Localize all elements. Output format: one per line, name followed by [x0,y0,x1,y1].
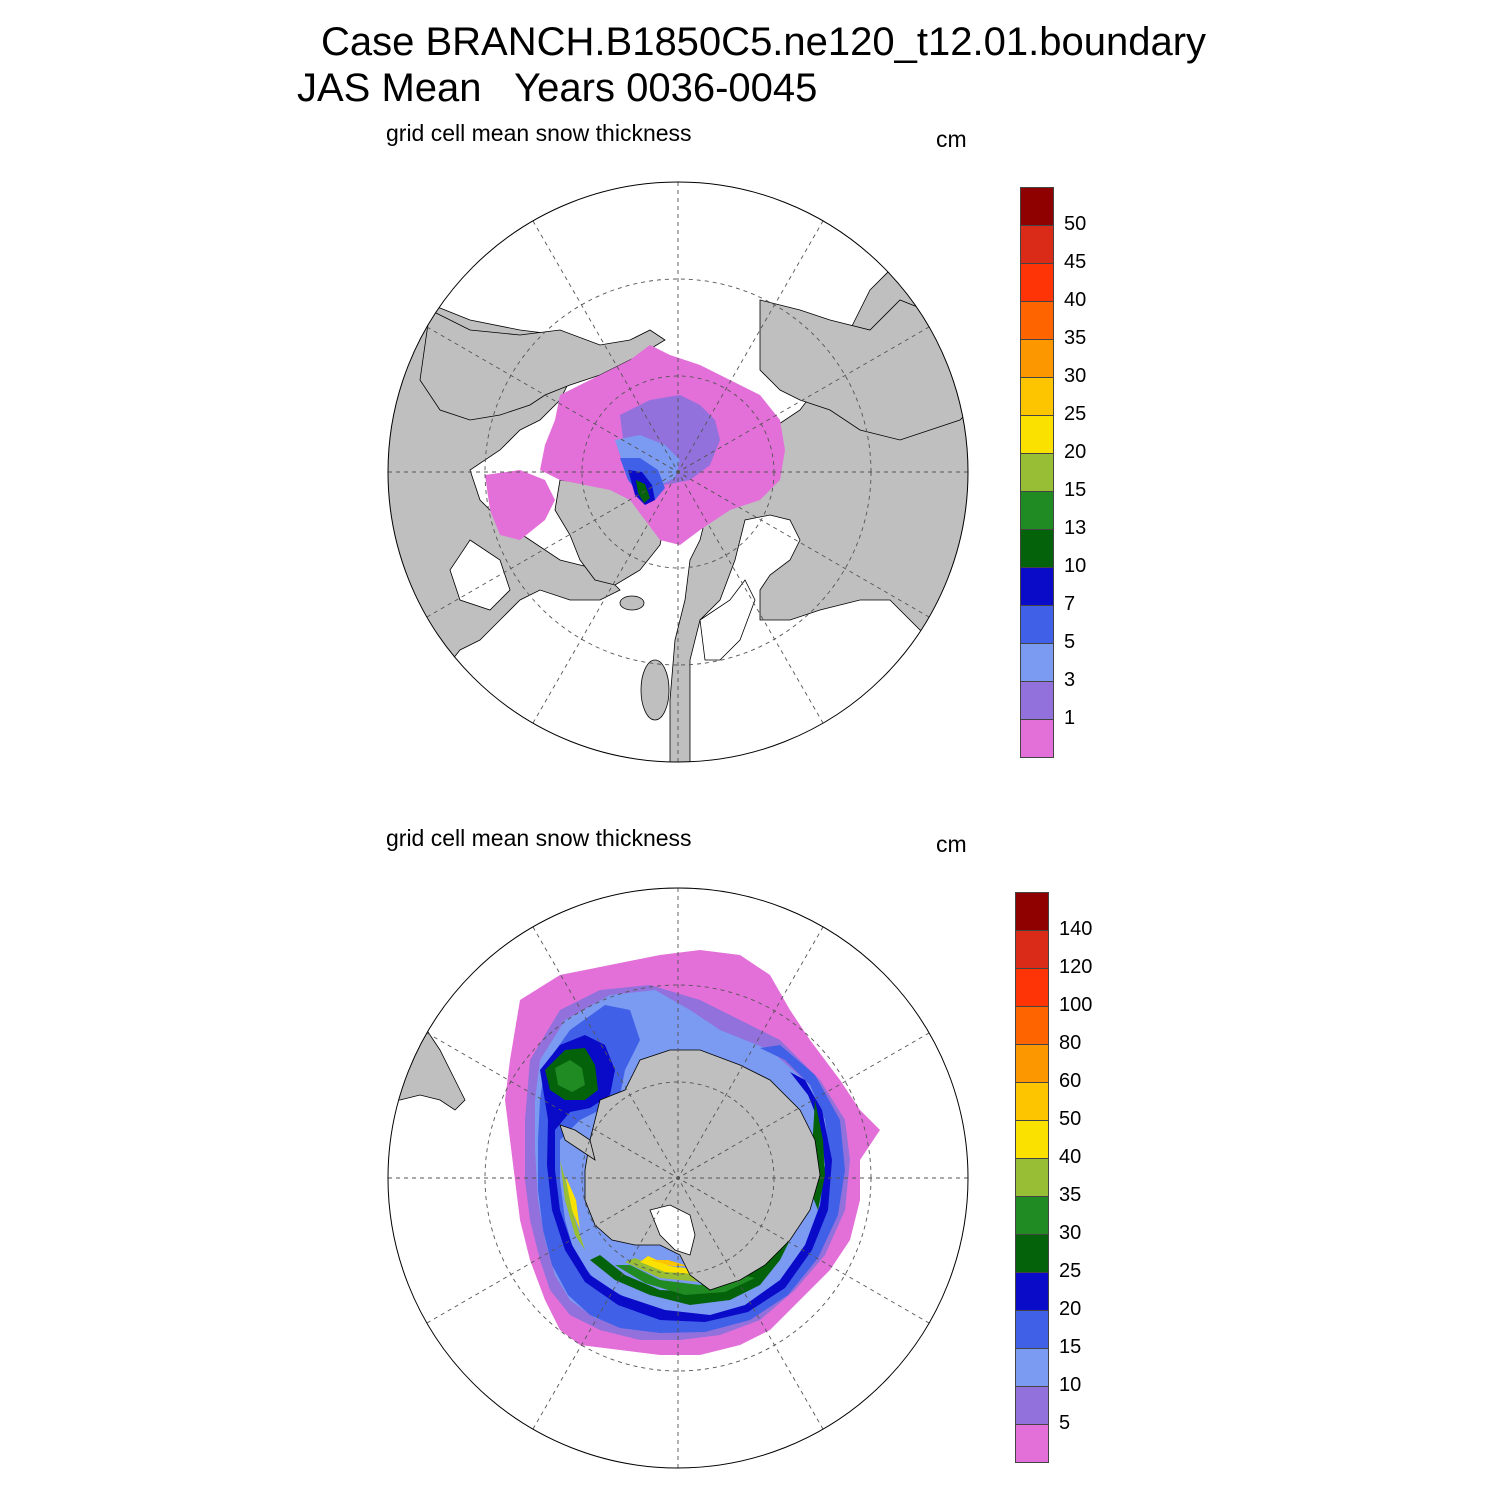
colorbar-swatch [1015,1158,1049,1197]
colorbar-swatch [1020,681,1054,720]
colorbar-tick-label: 35 [1059,1184,1082,1206]
colorbar-tick-label: 100 [1059,994,1093,1016]
north-panel-label: grid cell mean snow thickness [386,120,692,146]
antarctica-landmass [584,1049,821,1291]
colorbar-tick-label: 3 [1064,669,1076,691]
colorbar-swatch [1015,968,1049,1007]
colorbar-tick-label: 25 [1059,1260,1082,1282]
snow-field-20cm [538,1005,845,1333]
colorbar-tick-label: 10 [1059,1374,1082,1396]
colorbar-swatch [1020,529,1054,568]
colorbar-swatch [1015,1348,1049,1387]
colorbar-tick-label: 20 [1059,1298,1082,1320]
colorbar-tick-label: 140 [1059,918,1093,940]
norwegian-sea [699,579,756,661]
colorbar-swatch [1020,415,1054,454]
colorbar-swatch [1015,1044,1049,1083]
colorbar-tick-label: 35 [1064,327,1087,349]
colorbar-swatch [1015,1234,1049,1273]
colorbar-tick-label: 20 [1064,441,1087,463]
colorbar-swatch [1015,892,1049,931]
colorbar-swatch [1020,605,1054,644]
north-colorbar: 1 3 5 7 10 13 15 20 25 30 35 40 45 50 [1020,187,1086,758]
snow-field-13cm [636,480,650,503]
colorbar-tick-label: 1 [1064,707,1076,729]
colorbar-swatch [1015,1082,1049,1121]
colorbar-swatch [1020,719,1054,758]
colorbar-tick-label: 80 [1059,1032,1082,1054]
south-panel-units: cm [936,831,967,857]
colorbar-tick-label: 13 [1064,517,1087,539]
colorbar-swatch [1015,1196,1049,1235]
colorbar-tick-label: 7 [1064,593,1076,615]
colorbar-tick-label: 60 [1059,1070,1082,1092]
colorbar-swatch [1015,1310,1049,1349]
snow-field-hudson-1cm [485,470,555,540]
colorbar-tick-label: 15 [1064,479,1087,501]
snow-field-60cm [650,1260,688,1266]
colorbar-swatch [1020,339,1054,378]
colorbar-swatch [1020,263,1054,302]
figure-title-line-1: Case BRANCH.B1850C5.ne120_t12.01.boundar… [321,20,1207,64]
colorbar-swatch [1020,377,1054,416]
colorbar-swatch [1020,453,1054,492]
colorbar-tick-label: 15 [1059,1336,1082,1358]
south-panel-label: grid cell mean snow thickness [386,825,692,851]
colorbar-swatch [1020,491,1054,530]
colorbar-tick-label: 40 [1059,1146,1082,1168]
colorbar-swatch [1020,567,1054,606]
britain-landmass [640,659,670,721]
north-polar-map [387,181,969,763]
colorbar-tick-label: 25 [1064,403,1087,425]
colorbar-tick-label: 45 [1064,251,1087,273]
colorbar-swatch [1015,1272,1049,1311]
colorbar-tick-label: 120 [1059,956,1093,978]
snow-field-35cm [555,1060,755,1295]
colorbar-tick-label: 5 [1064,631,1076,653]
colorbar-tick-label: 50 [1064,213,1087,235]
north-panel-units: cm [936,126,967,152]
hudson-bay [449,539,511,611]
colorbar-tick-label: 40 [1064,289,1087,311]
colorbar-swatch [1020,187,1054,226]
colorbar-swatch [1015,1006,1049,1045]
colorbar-swatch [1015,1424,1049,1463]
colorbar-tick-label: 50 [1059,1108,1082,1130]
colorbar-swatch [1020,643,1054,682]
colorbar-swatch [1020,225,1054,264]
colorbar-swatch [1015,930,1049,969]
colorbar-tick-label: 5 [1059,1412,1071,1434]
colorbar-swatch [1015,1386,1049,1425]
iceland-landmass [619,595,645,611]
colorbar-swatch [1020,301,1054,340]
ross-ice-shelf [649,1204,696,1256]
south-colorbar: 5 10 15 20 25 30 35 40 50 60 80 100 120 140 [1015,892,1092,1463]
figure-title-line-2: JAS Mean Years 0036-0045 [297,66,818,110]
colorbar-swatch [1015,1120,1049,1159]
colorbar-tick-label: 30 [1059,1222,1082,1244]
colorbar-tick-label: 30 [1064,365,1087,387]
east-siberia-landmass [759,299,968,441]
colorbar-tick-label: 10 [1064,555,1087,577]
south-polar-map [387,887,969,1469]
